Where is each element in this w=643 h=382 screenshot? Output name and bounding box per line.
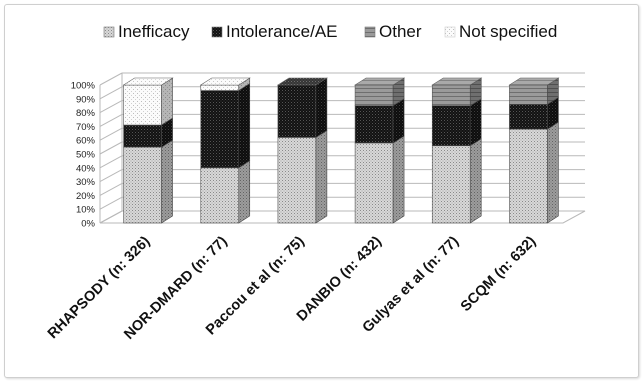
bar-segment-not-specified: [200, 84, 240, 91]
gridline-side: [99, 72, 123, 86]
bar-segment-intolerance-ae: [200, 90, 240, 169]
bar-segment-inefficacy-side-shade: [470, 138, 482, 223]
bar-top-face: [122, 77, 174, 86]
bar-segment-inefficacy: [277, 137, 317, 224]
bar-segment-intolerance-ae: [431, 105, 471, 147]
bar-segment-other-side-shade: [470, 78, 482, 106]
legend-swatch-intolerance-ae: [211, 26, 223, 38]
bar-segment-other: [509, 84, 548, 105]
bar-danbio-n-432: [354, 77, 406, 224]
bar-segment-other-side-shade: [547, 78, 559, 105]
bar-segment-not-specified-side-shade: [161, 78, 173, 126]
bar-segment-inefficacy-side-shade: [238, 160, 250, 223]
bar-top-face: [276, 77, 328, 86]
y-tick-label: 20%: [76, 191, 96, 202]
bar-top-face: [431, 77, 483, 86]
bar-segment-other-side-shade: [393, 78, 405, 106]
y-axis-ticks: 0% 10% 20% 30% 40% 50% 60% 70% 80% 90% 100%: [71, 81, 96, 230]
x-axis-categories: RHAPSODY (n: 326)NOR-DMARD (n: 77)Paccou…: [45, 233, 540, 342]
bar-segment-inefficacy: [123, 146, 162, 224]
y-tick-label: 100%: [71, 81, 96, 92]
gridline-side: [99, 155, 123, 169]
bar-top-highlight: [509, 78, 559, 85]
gridline-side: [99, 210, 123, 224]
legend-swatch-not-specified: [444, 26, 456, 38]
bar-top-highlight: [355, 78, 405, 85]
legend-label-other: Other: [379, 22, 422, 41]
x-category-label: DANBIO (n: 432): [294, 233, 385, 324]
y-tick-label: 50%: [76, 150, 96, 161]
y-tick-label: 30%: [76, 177, 96, 188]
bar-top-highlight: [200, 78, 250, 85]
legend-swatch-other: [364, 26, 376, 38]
bar-rhapsody-n-326: [122, 77, 174, 224]
gridline-side: [99, 169, 123, 183]
bar-segment-intolerance-ae-side-shade: [238, 83, 250, 168]
bar-segment-inefficacy: [354, 142, 394, 224]
y-tick-label: 10%: [76, 205, 96, 216]
bar-segment-inefficacy-side-shade: [161, 140, 173, 223]
gridline-side: [99, 141, 123, 155]
bar-segment-intolerance-ae-side-shade: [470, 98, 482, 146]
bar-top-face: [508, 77, 560, 86]
bar-segment-inefficacy-side-shade: [547, 122, 559, 223]
bar-segment-other: [431, 84, 471, 107]
legend-label-intolerance-ae: Intolerance/AE: [226, 22, 338, 41]
gridline-side: [99, 86, 123, 100]
gridline-side: [99, 113, 123, 127]
bar-segment-inefficacy: [509, 128, 548, 224]
bar-segment-other: [354, 84, 394, 107]
legend-swatch-inefficacy: [103, 26, 115, 38]
gridline-side: [99, 127, 123, 141]
gridline-side: [99, 182, 123, 196]
bars-layer: [122, 77, 560, 224]
bar-top-face: [199, 77, 251, 86]
y-tick-label: 80%: [76, 108, 96, 119]
bar-nor-dmard-n-77: [199, 77, 251, 224]
bar-segment-intolerance-ae-side-shade: [315, 78, 327, 138]
legend: Inefficacy Intolerance/AE Other Not specifi…: [103, 22, 557, 41]
legend-label-not-specified: Not specified: [459, 22, 557, 41]
legend-label-inefficacy: Inefficacy: [118, 22, 190, 41]
bar-segment-intolerance-ae: [354, 105, 394, 144]
bar-top-face: [354, 77, 406, 86]
bar-segment-intolerance-ae-side-shade: [547, 97, 559, 130]
bar-segment-intolerance-ae: [277, 84, 317, 138]
bar-gulyas-et-al-n-77: [431, 77, 483, 224]
y-tick-label: 90%: [76, 94, 96, 105]
gridline-side: [99, 100, 123, 114]
y-tick-label: 60%: [76, 136, 96, 147]
bar-segment-intolerance-ae-side-shade: [161, 118, 173, 148]
x-category-label: SCQM (n: 632): [458, 233, 540, 315]
y-tick-label: 70%: [76, 122, 96, 133]
bar-paccou-et-al-n-75: [276, 77, 328, 224]
bar-segment-intolerance-ae: [123, 124, 162, 148]
bar-segment-intolerance-ae: [509, 104, 548, 130]
bar-segment-inefficacy: [200, 167, 240, 224]
bar-top-highlight: [123, 78, 173, 85]
bar-segment-not-specified: [123, 84, 162, 126]
y-tick-label: 40%: [76, 163, 96, 174]
bar-segment-inefficacy: [431, 145, 471, 224]
bar-segment-inefficacy-side-shade: [315, 130, 327, 223]
bar-top-highlight: [277, 78, 327, 85]
bar-segment-intolerance-ae-side-shade: [393, 98, 405, 143]
bar-top-highlight: [432, 78, 482, 85]
y-tick-label: 0%: [81, 219, 95, 230]
bar-segment-inefficacy-side-shade: [393, 135, 405, 223]
bar-scqm-n-632: [508, 77, 560, 224]
gridline-side: [99, 196, 123, 210]
bar-segment-not-specified-side-shade: [238, 78, 250, 91]
